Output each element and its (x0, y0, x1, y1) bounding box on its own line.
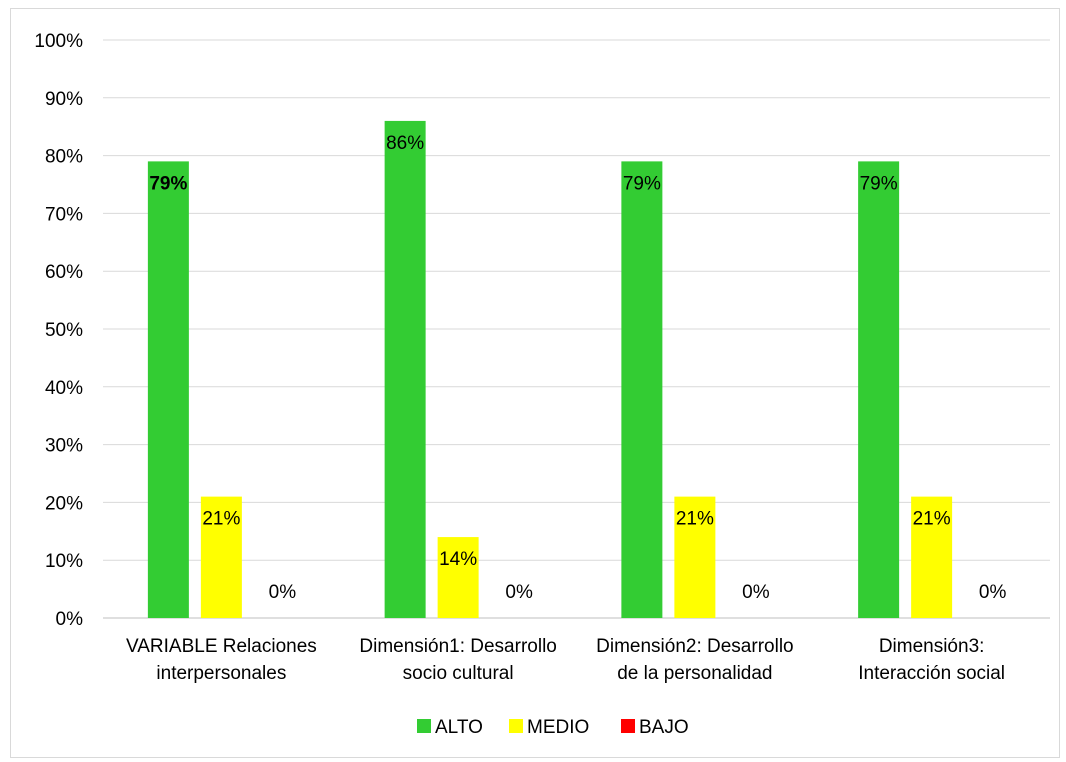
y-tick-label: 70% (45, 204, 83, 225)
data-label: 79% (149, 173, 187, 194)
bar-medio (200, 496, 242, 618)
y-tick-label: 20% (45, 493, 83, 514)
y-tick-label: 60% (45, 262, 83, 283)
bar-medio (437, 537, 479, 618)
category-label: Dimensión3: (879, 636, 985, 657)
data-label: 21% (202, 509, 240, 530)
data-label: 0% (269, 582, 297, 603)
y-tick-label: 80% (45, 147, 83, 168)
legend-label: BAJO (639, 717, 689, 738)
y-tick-label: 10% (45, 551, 83, 572)
category-label: Dimensión2: Desarrollo (596, 636, 793, 657)
data-label: 0% (742, 582, 770, 603)
category-label: interpersonales (156, 663, 286, 684)
bar-alto (621, 161, 663, 618)
legend-swatch (621, 719, 635, 733)
legend-swatch (417, 719, 431, 733)
bar-medio (911, 496, 953, 618)
y-tick-label: 0% (56, 609, 84, 630)
bar-medio (674, 496, 716, 618)
legend-label: MEDIO (527, 717, 589, 738)
data-label: 21% (913, 509, 951, 530)
legend-swatch (509, 719, 523, 733)
category-label: de la personalidad (617, 663, 772, 684)
bar-alto (147, 161, 189, 618)
y-tick-label: 50% (45, 320, 83, 341)
data-label: 21% (676, 509, 714, 530)
legend-label: ALTO (435, 717, 483, 738)
bar-alto (384, 120, 426, 619)
data-label: 0% (505, 582, 533, 603)
category-label: Interacción social (858, 663, 1005, 684)
category-label: socio cultural (403, 663, 514, 684)
data-label: 79% (623, 173, 661, 194)
data-label: 79% (860, 173, 898, 194)
data-label: 86% (386, 133, 424, 154)
y-tick-label: 90% (45, 89, 83, 110)
bar-alto (858, 161, 900, 618)
category-label: VARIABLE Relaciones (126, 636, 317, 657)
y-tick-label: 40% (45, 378, 83, 399)
category-label: Dimensión1: Desarrollo (359, 636, 556, 657)
y-tick-label: 30% (45, 436, 83, 457)
y-tick-label: 100% (34, 31, 83, 52)
data-label: 0% (979, 582, 1007, 603)
data-label: 14% (439, 549, 477, 570)
